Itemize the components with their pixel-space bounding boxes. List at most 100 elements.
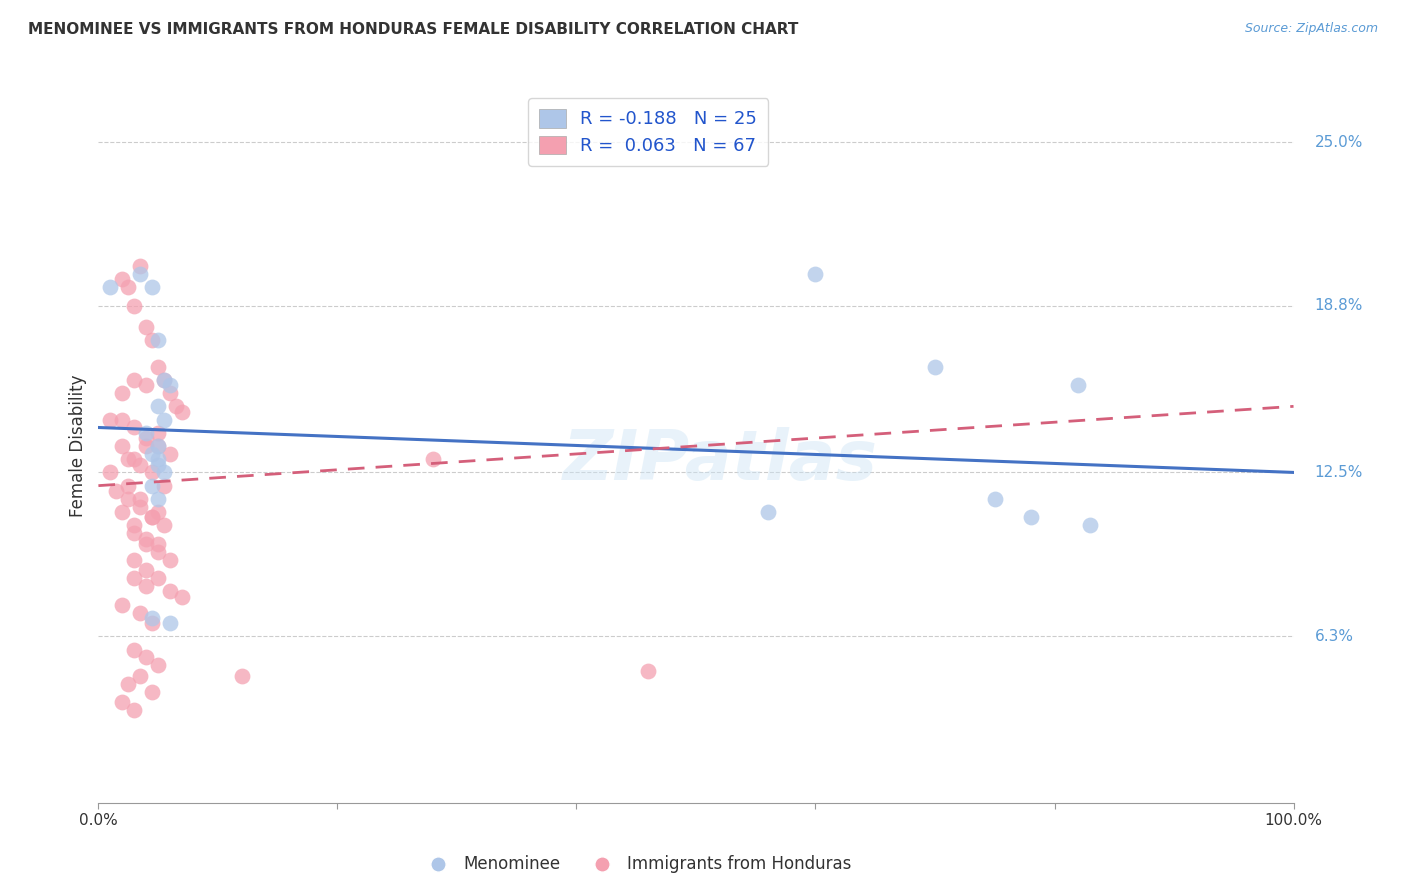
Point xyxy=(153,518,176,533)
Point xyxy=(153,373,176,387)
Point xyxy=(159,552,181,566)
Point xyxy=(135,650,157,665)
Point xyxy=(129,458,152,472)
Point xyxy=(1019,510,1042,524)
Point xyxy=(135,378,157,392)
Point xyxy=(141,510,163,524)
Point xyxy=(148,571,170,585)
Point xyxy=(111,439,134,453)
Point xyxy=(148,545,170,559)
Point xyxy=(111,386,134,401)
Point xyxy=(98,466,122,480)
Point xyxy=(1067,378,1090,392)
Point xyxy=(159,616,181,631)
Point xyxy=(172,404,194,418)
Point xyxy=(637,664,659,678)
Point xyxy=(141,616,163,631)
Point xyxy=(124,552,146,566)
Point xyxy=(141,611,163,625)
Point xyxy=(124,571,146,585)
Point xyxy=(165,400,187,414)
Point xyxy=(105,483,128,498)
Point xyxy=(124,526,146,541)
Point xyxy=(141,478,163,492)
Point xyxy=(135,425,157,440)
Point xyxy=(148,658,170,673)
Point xyxy=(141,510,163,524)
Point xyxy=(117,491,139,506)
Point xyxy=(129,500,152,514)
Point xyxy=(148,439,170,453)
Point xyxy=(148,333,170,347)
Point xyxy=(111,598,134,612)
Point xyxy=(135,537,157,551)
Point xyxy=(148,458,170,472)
Point xyxy=(924,359,946,374)
Point xyxy=(141,333,163,347)
Point xyxy=(231,669,253,683)
Point xyxy=(135,563,157,577)
Text: MENOMINEE VS IMMIGRANTS FROM HONDURAS FEMALE DISABILITY CORRELATION CHART: MENOMINEE VS IMMIGRANTS FROM HONDURAS FE… xyxy=(28,22,799,37)
Point xyxy=(159,584,181,599)
Point xyxy=(111,412,134,426)
Legend: Menominee, Immigrants from Honduras: Menominee, Immigrants from Honduras xyxy=(415,849,858,880)
Text: 25.0%: 25.0% xyxy=(1315,135,1362,150)
Point xyxy=(159,447,181,461)
Point xyxy=(129,260,152,274)
Point xyxy=(148,359,170,374)
Point xyxy=(124,420,146,434)
Point xyxy=(135,532,157,546)
Text: 6.3%: 6.3% xyxy=(1315,629,1354,644)
Point xyxy=(756,505,779,519)
Point xyxy=(124,373,146,387)
Point xyxy=(129,267,152,281)
Point xyxy=(124,518,146,533)
Text: Source: ZipAtlas.com: Source: ZipAtlas.com xyxy=(1244,22,1378,36)
Point xyxy=(111,695,134,709)
Point xyxy=(98,280,122,294)
Point xyxy=(117,478,139,492)
Point xyxy=(422,452,444,467)
Point xyxy=(1080,518,1102,533)
Point xyxy=(98,412,122,426)
Point xyxy=(141,280,163,294)
Point xyxy=(111,272,134,286)
Point xyxy=(141,466,163,480)
Point xyxy=(153,466,176,480)
Point xyxy=(135,320,157,334)
Point xyxy=(135,439,157,453)
Point xyxy=(135,579,157,593)
Point xyxy=(983,491,1005,506)
Y-axis label: Female Disability: Female Disability xyxy=(69,375,87,517)
Point xyxy=(117,280,139,294)
Point xyxy=(172,590,194,604)
Point xyxy=(111,505,134,519)
Point xyxy=(129,606,152,620)
Point xyxy=(135,431,157,445)
Point xyxy=(153,373,176,387)
Point xyxy=(117,677,139,691)
Point xyxy=(141,447,163,461)
Point xyxy=(148,491,170,506)
Text: 12.5%: 12.5% xyxy=(1315,465,1362,480)
Point xyxy=(148,452,170,467)
Point xyxy=(141,685,163,699)
Point xyxy=(148,537,170,551)
Point xyxy=(153,412,176,426)
Point xyxy=(153,478,176,492)
Point xyxy=(117,452,139,467)
Point xyxy=(148,439,170,453)
Point xyxy=(159,378,181,392)
Point xyxy=(124,299,146,313)
Point xyxy=(129,669,152,683)
Point xyxy=(148,400,170,414)
Point xyxy=(148,505,170,519)
Point xyxy=(804,267,827,281)
Point xyxy=(148,425,170,440)
Text: 18.8%: 18.8% xyxy=(1315,299,1362,313)
Point xyxy=(124,703,146,717)
Point xyxy=(124,452,146,467)
Point xyxy=(159,386,181,401)
Point xyxy=(129,491,152,506)
Point xyxy=(124,642,146,657)
